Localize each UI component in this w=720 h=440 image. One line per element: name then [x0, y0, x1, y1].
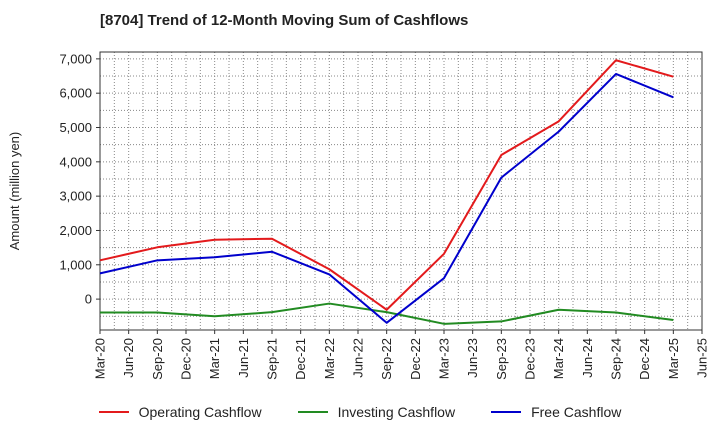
x-axis-ticks: Mar-20 Jun-20 Sep-20 Dec-20 Mar-21 Jun-21 Sep-… — [93, 330, 710, 380]
series-line-investing-cashflow — [100, 302, 674, 325]
x-tick-label: Jun-23 — [465, 338, 480, 378]
x-tick-label: Mar-25 — [666, 338, 681, 379]
x-tick-label: Dec-21 — [293, 338, 308, 380]
legend-swatch — [98, 411, 129, 413]
x-tick-label: Jun-21 — [236, 338, 251, 378]
x-tick-label: Jun-24 — [580, 338, 595, 378]
x-tick-label: Mar-22 — [322, 338, 337, 379]
y-tick-label: 2,000 — [59, 223, 92, 238]
legend-item-free-cashflow: Free Cashflow — [491, 404, 621, 420]
x-tick-label: Sep-23 — [494, 338, 509, 380]
y-tick-label: 5,000 — [59, 120, 92, 135]
y-tick-label: 0 — [85, 292, 92, 307]
x-tick-label: Dec-23 — [523, 338, 538, 380]
y-axis-label: Amount (million yen) — [7, 132, 22, 251]
y-tick-label: 7,000 — [59, 51, 92, 66]
y-tick-label: 1,000 — [59, 257, 92, 272]
legend-swatch — [297, 411, 328, 413]
legend-label: Operating Cashflow — [138, 404, 262, 420]
legend: Operating Cashflow Investing Cashflow Free… — [0, 404, 720, 420]
legend-swatch — [491, 411, 522, 413]
chart-title: [8704] Trend of 12-Month Moving Sum of C… — [100, 12, 469, 29]
x-tick-label: Mar-24 — [551, 338, 566, 379]
grid-lines — [100, 52, 702, 330]
x-tick-label: Mar-20 — [93, 338, 108, 379]
x-tick-label: Dec-24 — [637, 338, 652, 380]
x-tick-label: Jun-22 — [351, 338, 366, 378]
x-tick-label: Dec-20 — [179, 338, 194, 380]
y-tick-label: 6,000 — [59, 86, 92, 101]
x-tick-label: Mar-23 — [437, 338, 452, 379]
x-tick-label: Dec-22 — [408, 338, 423, 380]
series-line-operating-cashflow — [99, 59, 674, 311]
legend-item-operating-cashflow: Operating Cashflow — [98, 404, 262, 420]
x-tick-label: Jun-20 — [121, 338, 136, 378]
legend-label: Free Cashflow — [531, 404, 622, 420]
x-tick-label: Jun-25 — [695, 338, 710, 378]
y-tick-label: 4,000 — [59, 154, 92, 169]
x-tick-label: Mar-21 — [207, 338, 222, 379]
legend-item-investing-cashflow: Investing Cashflow — [297, 404, 456, 420]
y-axis-ticks: 0 1,000 2,000 3,000 4,000 5,000 6,000 7,000 — [59, 51, 100, 307]
x-tick-label: Sep-20 — [150, 338, 165, 380]
series-line-free-cashflow — [99, 72, 674, 324]
plot-frame — [99, 51, 703, 331]
series-lines — [99, 59, 674, 325]
y-tick-label: 3,000 — [59, 189, 92, 204]
x-tick-label: Sep-22 — [379, 338, 394, 380]
x-tick-label: Sep-21 — [265, 338, 280, 380]
x-tick-label: Sep-24 — [609, 338, 624, 380]
legend-label: Investing Cashflow — [337, 404, 456, 420]
